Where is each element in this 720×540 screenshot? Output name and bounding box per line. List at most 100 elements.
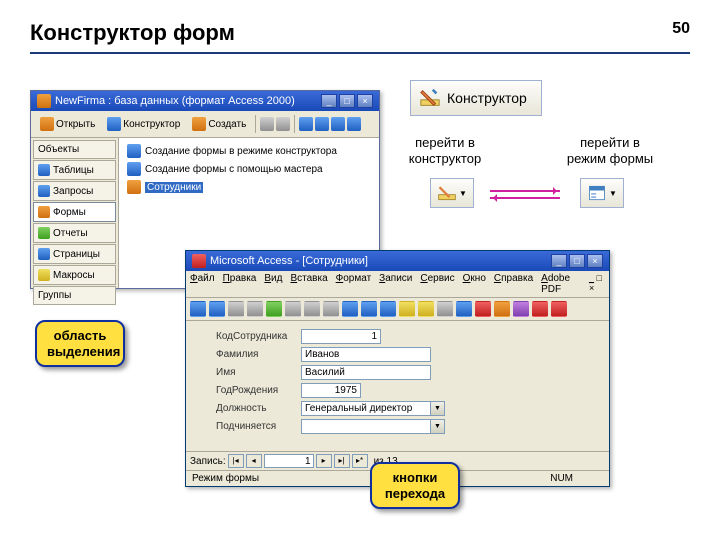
design-mode-btn[interactable]: ▼: [430, 178, 474, 208]
close-btn[interactable]: ×: [357, 94, 373, 108]
db-title: NewFirma : база данных (формат Access 20…: [55, 95, 295, 107]
tb-db-icon[interactable]: [494, 301, 510, 317]
tb-icon-3[interactable]: [299, 117, 313, 131]
nav-prev[interactable]: ◂: [246, 454, 262, 468]
reports-input[interactable]: [301, 419, 431, 434]
list-design-mode[interactable]: Создание формы в режиме конструктора: [123, 142, 375, 160]
title-underline: [30, 52, 690, 54]
tb-print-icon[interactable]: [228, 301, 244, 317]
design-mode-icon: [437, 183, 457, 203]
nav-current[interactable]: [264, 454, 314, 468]
tb-icon-1[interactable]: [260, 117, 274, 131]
switch-arrows: [490, 185, 560, 204]
nav-next[interactable]: ▸: [316, 454, 332, 468]
sidebar-objects[interactable]: Объекты: [33, 140, 116, 159]
menu-records[interactable]: Записи: [379, 273, 412, 295]
position-label: Должность: [216, 403, 301, 414]
design-icon: [107, 117, 121, 131]
sidebar-forms[interactable]: Формы: [33, 202, 116, 222]
tb-icon-6[interactable]: [347, 117, 361, 131]
tb-spell-icon[interactable]: [266, 301, 282, 317]
menu-format[interactable]: Формат: [336, 273, 372, 295]
tb-icon-2[interactable]: [276, 117, 290, 131]
tables-icon: [38, 164, 50, 176]
row-id: КодСотрудника: [216, 329, 599, 344]
sidebar-queries[interactable]: Запросы: [33, 181, 116, 201]
tb-paste-icon[interactable]: [323, 301, 339, 317]
menu-view[interactable]: Вид: [264, 273, 282, 295]
tb-view-icon[interactable]: [190, 301, 206, 317]
tb-cut-icon[interactable]: [285, 301, 301, 317]
constructor-label: Конструктор: [447, 90, 527, 106]
id-label: КодСотрудника: [216, 331, 301, 342]
row-reports: Подчиняется ▼: [216, 419, 599, 434]
reports-dropdown[interactable]: ▼: [431, 419, 445, 434]
menu-tools[interactable]: Сервис: [420, 273, 454, 295]
form-mode-btn[interactable]: ▼: [580, 178, 624, 208]
sidebar-macros[interactable]: Макросы: [33, 265, 116, 285]
row-position: Должность ▼: [216, 401, 599, 416]
sidebar-pages[interactable]: Страницы: [33, 244, 116, 264]
nav-last[interactable]: ▸|: [334, 454, 350, 468]
maximize-btn[interactable]: □: [569, 254, 585, 268]
menu-adobe[interactable]: Adobe PDF: [541, 273, 581, 295]
sidebar-tables[interactable]: Таблицы: [33, 160, 116, 180]
tb-icon-4[interactable]: [315, 117, 329, 131]
menu-help[interactable]: Справка: [494, 273, 533, 295]
tb-icon-5[interactable]: [331, 117, 345, 131]
menu-window[interactable]: Окно: [463, 273, 486, 295]
birth-label: ГодРождения: [216, 385, 301, 396]
wizard-icon: [127, 144, 141, 158]
constructor-button[interactable]: Конструктор: [410, 80, 542, 116]
open-btn[interactable]: Открыть: [35, 114, 100, 134]
birth-input[interactable]: [301, 383, 361, 398]
list-wizard[interactable]: Создание формы с помощью мастера: [123, 160, 375, 178]
nav-first[interactable]: |◂: [228, 454, 244, 468]
tb-delete-icon[interactable]: [475, 301, 491, 317]
tb-sort-asc-icon[interactable]: [361, 301, 377, 317]
reports-icon: [38, 227, 50, 239]
tb-new-icon[interactable]: [456, 301, 472, 317]
minimize-btn[interactable]: _: [321, 94, 337, 108]
menu-edit[interactable]: Правка: [223, 273, 257, 295]
firstname-input[interactable]: [301, 365, 431, 380]
tb-sort-desc-icon[interactable]: [380, 301, 396, 317]
tb-copy-icon[interactable]: [304, 301, 320, 317]
firstname-label: Имя: [216, 367, 301, 378]
form-icon: [127, 180, 141, 194]
menu-file[interactable]: Файл: [190, 273, 215, 295]
create-btn[interactable]: Создать: [187, 114, 251, 134]
nav-new[interactable]: ▸*: [352, 454, 368, 468]
open-icon: [40, 117, 54, 131]
position-input[interactable]: [301, 401, 431, 416]
tb-pdf2-icon[interactable]: [551, 301, 567, 317]
menubar: Файл Правка Вид Вставка Формат Записи Се…: [186, 271, 609, 298]
row-birth: ГодРождения: [216, 383, 599, 398]
tb-pdf-icon[interactable]: [532, 301, 548, 317]
tb-find-icon[interactable]: [437, 301, 453, 317]
sidebar-reports[interactable]: Отчеты: [33, 223, 116, 243]
tb-help-icon[interactable]: [513, 301, 529, 317]
tb-filter-icon[interactable]: [399, 301, 415, 317]
close-btn[interactable]: ×: [587, 254, 603, 268]
inner-close[interactable]: _ □ ×: [589, 273, 605, 295]
tb-filter2-icon[interactable]: [418, 301, 434, 317]
create-icon: [192, 117, 206, 131]
sidebar-groups[interactable]: Группы: [33, 286, 116, 305]
design-btn[interactable]: Конструктор: [102, 114, 185, 134]
lastname-input[interactable]: [301, 347, 431, 362]
maximize-btn[interactable]: □: [339, 94, 355, 108]
pages-icon: [38, 248, 50, 260]
status-num: NUM: [550, 473, 573, 484]
queries-icon: [38, 185, 50, 197]
lastname-label: Фамилия: [216, 349, 301, 360]
menu-insert[interactable]: Вставка: [290, 273, 327, 295]
position-dropdown[interactable]: ▼: [431, 401, 445, 416]
minimize-btn[interactable]: _: [551, 254, 567, 268]
arrow-right: [490, 190, 560, 192]
tb-preview-icon[interactable]: [247, 301, 263, 317]
tb-save-icon[interactable]: [209, 301, 225, 317]
id-input[interactable]: [301, 329, 381, 344]
list-employees[interactable]: Сотрудники: [123, 178, 375, 196]
tb-undo-icon[interactable]: [342, 301, 358, 317]
